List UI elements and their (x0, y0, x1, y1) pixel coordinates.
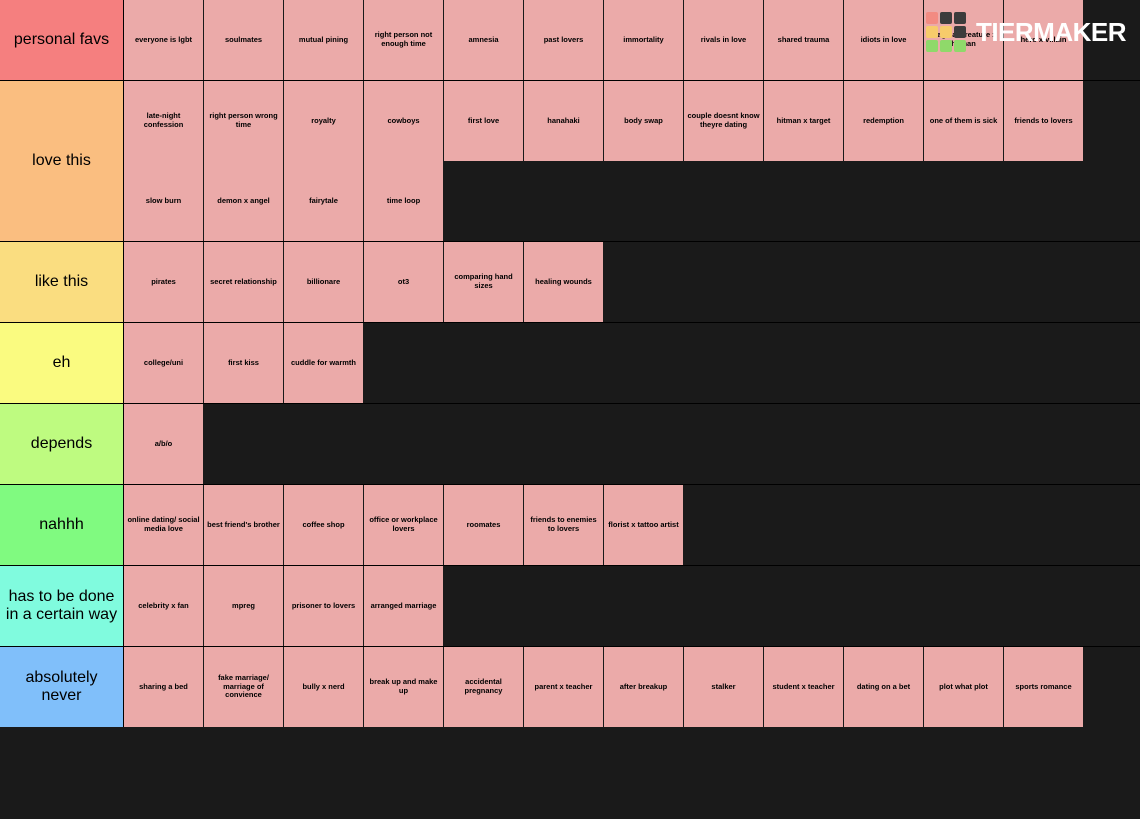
logo-cell (940, 26, 952, 38)
tier-tile[interactable]: demon x angel (204, 161, 284, 241)
tier-tile[interactable]: friends to enemies to lovers (524, 485, 604, 565)
logo-cell (926, 40, 938, 52)
tier-row: dependsa/b/o (0, 403, 1140, 484)
tier-tile[interactable]: first love (444, 81, 524, 161)
tier-tile[interactable]: college/uni (124, 323, 204, 403)
tier-tile[interactable]: online dating/ social media love (124, 485, 204, 565)
tier-items[interactable]: piratessecret relationshipbillionareot3c… (124, 242, 1140, 322)
logo-text: TIERMAKER (976, 17, 1126, 48)
tier-tile[interactable]: body swap (604, 81, 684, 161)
tier-tile[interactable]: roomates (444, 485, 524, 565)
tier-tile[interactable]: amnesia (444, 0, 524, 80)
tier-tile[interactable]: one of them is sick (924, 81, 1004, 161)
tier-tile[interactable]: time loop (364, 161, 444, 241)
tier-tile[interactable]: first kiss (204, 323, 284, 403)
tier-label[interactable]: eh (0, 323, 124, 403)
tier-tile[interactable]: hanahaki (524, 81, 604, 161)
tier-label[interactable]: personal favs (0, 0, 124, 80)
tier-tile[interactable]: a/b/o (124, 404, 204, 484)
tier-items[interactable]: online dating/ social media lovebest fri… (124, 485, 1140, 565)
tier-tile[interactable]: arranged marriage (364, 566, 444, 646)
tier-tile[interactable]: prisoner to lovers (284, 566, 364, 646)
tier-tile[interactable]: slow burn (124, 161, 204, 241)
tier-tile[interactable]: fairytale (284, 161, 364, 241)
tier-tile[interactable]: secret relationship (204, 242, 284, 322)
logo-cell (954, 26, 966, 38)
tier-tile[interactable]: cowboys (364, 81, 444, 161)
logo-cell (926, 26, 938, 38)
tier-items[interactable]: sharing a bedfake marriage/ marriage of … (124, 647, 1140, 727)
tier-tile[interactable]: past lovers (524, 0, 604, 80)
tier-label[interactable]: depends (0, 404, 124, 484)
tier-tile[interactable]: pirates (124, 242, 204, 322)
tier-tile[interactable]: stalker (684, 647, 764, 727)
tier-tile[interactable]: shared trauma (764, 0, 844, 80)
tier-row: love thislate-night confessionright pers… (0, 80, 1140, 241)
tier-tile[interactable]: redemption (844, 81, 924, 161)
tier-list: personal favseveryone is lgbtsoulmatesmu… (0, 0, 1140, 727)
tier-tile[interactable]: coffee shop (284, 485, 364, 565)
tier-tile[interactable]: sharing a bed (124, 647, 204, 727)
tier-tile[interactable]: couple doesnt know theyre dating (684, 81, 764, 161)
tier-tile[interactable]: parent x teacher (524, 647, 604, 727)
tier-tile[interactable]: comparing hand sizes (444, 242, 524, 322)
tier-tile[interactable]: healing wounds (524, 242, 604, 322)
tier-label[interactable]: like this (0, 242, 124, 322)
tier-tile[interactable]: office or workplace lovers (364, 485, 444, 565)
tier-tile[interactable]: right person not enough time (364, 0, 444, 80)
tier-items[interactable]: late-night confessionright person wrong … (124, 81, 1140, 241)
tier-tile[interactable]: mpreg (204, 566, 284, 646)
tier-label[interactable]: nahhh (0, 485, 124, 565)
logo-cell (954, 12, 966, 24)
tier-tile[interactable]: rivals in love (684, 0, 764, 80)
tier-tile[interactable]: fake marriage/ marriage of convience (204, 647, 284, 727)
tier-label[interactable]: has to be done in a certain way (0, 566, 124, 646)
tier-tile[interactable]: cuddle for warmth (284, 323, 364, 403)
tier-row: absolutely neversharing a bedfake marria… (0, 646, 1140, 727)
logo-cell (954, 40, 966, 52)
tier-tile[interactable]: celebrity x fan (124, 566, 204, 646)
tiermaker-logo: TIERMAKER (926, 12, 1126, 52)
tier-tile[interactable]: immortality (604, 0, 684, 80)
tier-items[interactable]: a/b/o (124, 404, 1140, 484)
logo-cell (940, 40, 952, 52)
tier-tile[interactable]: accidental pregnancy (444, 647, 524, 727)
tier-tile[interactable]: everyone is lgbt (124, 0, 204, 80)
tier-row: ehcollege/unifirst kisscuddle for warmth (0, 322, 1140, 403)
tier-label[interactable]: absolutely never (0, 647, 124, 727)
tier-tile[interactable]: late-night confession (124, 81, 204, 161)
tier-tile[interactable]: friends to lovers (1004, 81, 1084, 161)
tier-tile[interactable]: right person wrong time (204, 81, 284, 161)
tier-tile[interactable]: hitman x target (764, 81, 844, 161)
tier-label[interactable]: love this (0, 81, 124, 241)
tier-items[interactable]: celebrity x fanmpregprisoner to loversar… (124, 566, 1140, 646)
logo-grid-icon (926, 12, 966, 52)
tier-tile[interactable]: idiots in love (844, 0, 924, 80)
tier-tile[interactable]: student x teacher (764, 647, 844, 727)
tier-row: like thispiratessecret relationshipbilli… (0, 241, 1140, 322)
tier-tile[interactable]: billionare (284, 242, 364, 322)
logo-cell (926, 12, 938, 24)
tier-tile[interactable]: break up and make up (364, 647, 444, 727)
tier-tile[interactable]: sports romance (1004, 647, 1084, 727)
tier-items[interactable]: college/unifirst kisscuddle for warmth (124, 323, 1140, 403)
tier-tile[interactable]: florist x tattoo artist (604, 485, 684, 565)
tier-tile[interactable]: bully x nerd (284, 647, 364, 727)
tier-tile[interactable]: mutual pining (284, 0, 364, 80)
tier-row: nahhhonline dating/ social media lovebes… (0, 484, 1140, 565)
tier-tile[interactable]: royalty (284, 81, 364, 161)
tier-row: has to be done in a certain waycelebrity… (0, 565, 1140, 646)
logo-cell (940, 12, 952, 24)
tier-tile[interactable]: ot3 (364, 242, 444, 322)
tier-tile[interactable]: soulmates (204, 0, 284, 80)
tier-tile[interactable]: best friend's brother (204, 485, 284, 565)
tier-tile[interactable]: plot what plot (924, 647, 1004, 727)
tier-tile[interactable]: after breakup (604, 647, 684, 727)
tier-tile[interactable]: dating on a bet (844, 647, 924, 727)
